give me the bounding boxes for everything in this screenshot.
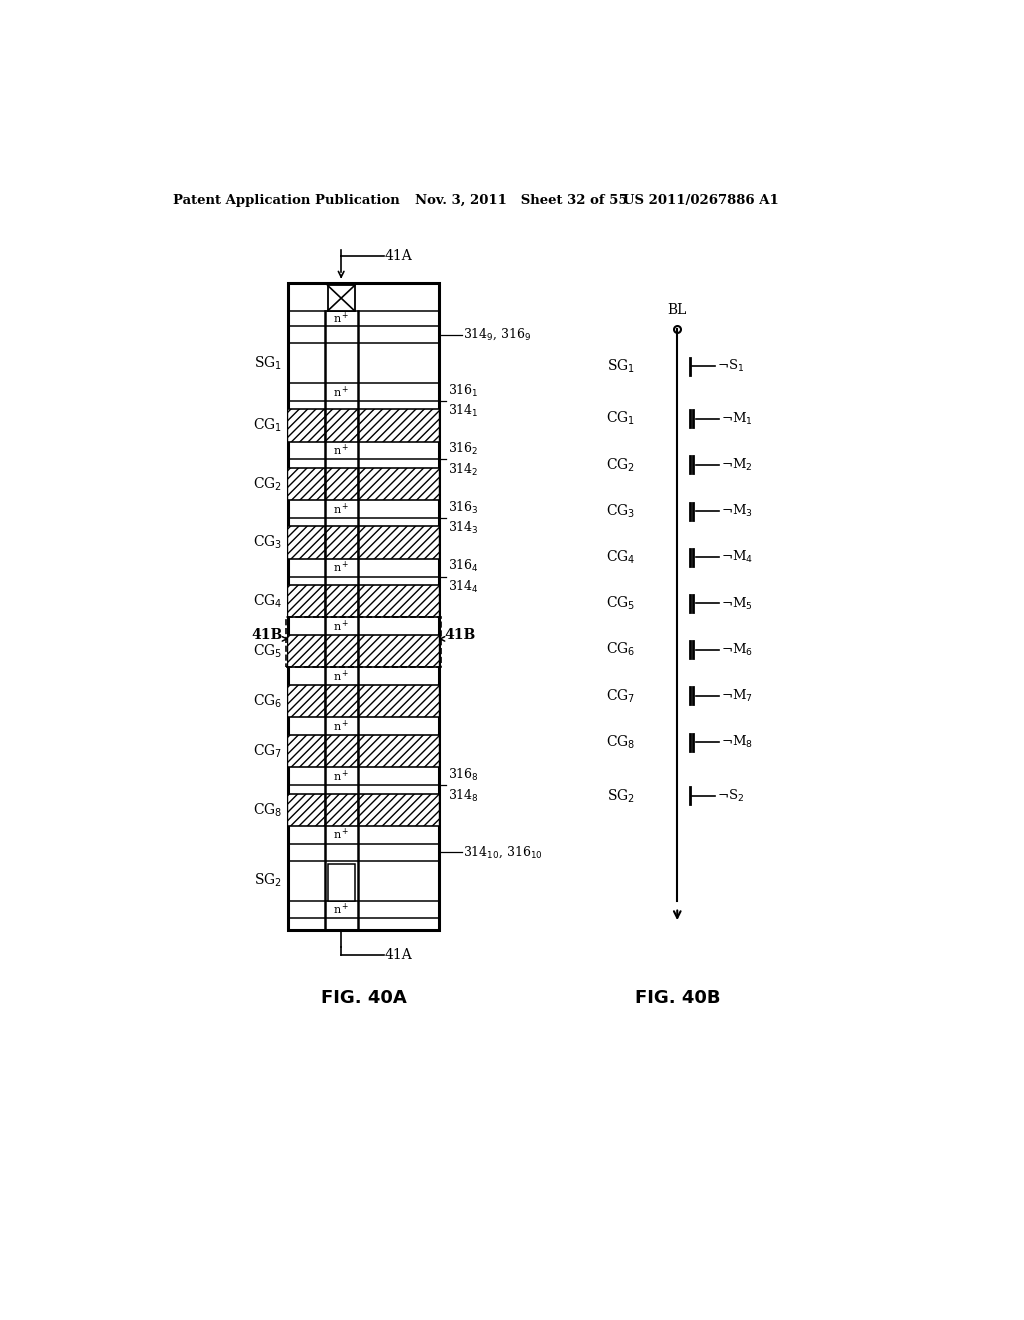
Bar <box>357 793 438 826</box>
Text: SG$_2$: SG$_2$ <box>254 873 283 890</box>
Bar <box>357 635 438 668</box>
Text: 314$_9$, 316$_9$: 314$_9$, 316$_9$ <box>463 327 531 342</box>
Text: CG$_1$: CG$_1$ <box>253 417 283 434</box>
Bar <box>328 865 354 900</box>
Bar <box>357 735 438 767</box>
Text: $\neg$M$_2$: $\neg$M$_2$ <box>721 457 753 473</box>
Bar <box>325 585 357 618</box>
Bar <box>357 585 438 618</box>
Text: n$^+$: n$^+$ <box>333 718 349 734</box>
Bar <box>289 527 325 558</box>
Text: SG$_2$: SG$_2$ <box>607 787 635 805</box>
Text: $\neg$M$_1$: $\neg$M$_1$ <box>721 411 753 426</box>
Text: $\neg$M$_3$: $\neg$M$_3$ <box>721 503 753 519</box>
Text: n$^+$: n$^+$ <box>333 902 349 917</box>
Bar <box>325 469 357 500</box>
Bar <box>289 793 325 826</box>
Text: CG$_2$: CG$_2$ <box>606 457 635 474</box>
Text: CG$_6$: CG$_6$ <box>253 693 283 710</box>
Text: Patent Application Publication: Patent Application Publication <box>173 194 399 207</box>
Text: 316$_4$: 316$_4$ <box>447 558 479 574</box>
Text: 314$_3$: 314$_3$ <box>447 520 478 536</box>
Bar <box>328 285 354 312</box>
Bar <box>357 469 438 500</box>
Text: CG$_7$: CG$_7$ <box>605 688 635 705</box>
Text: CG$_8$: CG$_8$ <box>605 734 635 751</box>
Text: CG$_6$: CG$_6$ <box>605 642 635 659</box>
Text: 314$_1$: 314$_1$ <box>447 404 478 420</box>
Text: US 2011/0267886 A1: US 2011/0267886 A1 <box>624 194 779 207</box>
Text: CG$_7$: CG$_7$ <box>253 743 283 760</box>
Bar <box>325 409 357 442</box>
Bar <box>325 635 357 668</box>
Text: 314$_8$: 314$_8$ <box>447 788 479 804</box>
Text: 316$_2$: 316$_2$ <box>447 441 478 457</box>
Text: $\neg$M$_6$: $\neg$M$_6$ <box>721 642 754 657</box>
Text: 314$_4$: 314$_4$ <box>447 579 479 595</box>
Text: 41A: 41A <box>385 948 413 961</box>
Text: Nov. 3, 2011   Sheet 32 of 55: Nov. 3, 2011 Sheet 32 of 55 <box>416 194 628 207</box>
Text: n$^+$: n$^+$ <box>333 668 349 684</box>
Bar <box>289 635 325 668</box>
Text: SG$_1$: SG$_1$ <box>254 355 283 372</box>
Bar <box>357 409 438 442</box>
Text: n$^+$: n$^+$ <box>333 444 349 458</box>
Bar <box>289 409 325 442</box>
Text: 314$_{10}$, 316$_{10}$: 314$_{10}$, 316$_{10}$ <box>463 845 543 859</box>
Bar <box>289 685 325 718</box>
Text: n$^+$: n$^+$ <box>333 828 349 842</box>
Bar <box>357 685 438 718</box>
Text: 41B: 41B <box>444 628 476 642</box>
Text: CG$_3$: CG$_3$ <box>605 503 635 520</box>
Text: n$^+$: n$^+$ <box>333 560 349 576</box>
Text: 316$_8$: 316$_8$ <box>447 767 479 783</box>
Text: 316$_1$: 316$_1$ <box>447 383 478 399</box>
Text: $\neg$S$_1$: $\neg$S$_1$ <box>717 358 744 375</box>
Text: 41B: 41B <box>251 628 283 642</box>
Bar <box>325 527 357 558</box>
Bar <box>289 585 325 618</box>
Text: n$^+$: n$^+$ <box>333 384 349 400</box>
Text: FIG. 40A: FIG. 40A <box>321 989 407 1007</box>
Text: CG$_5$: CG$_5$ <box>605 595 635 612</box>
Bar <box>289 735 325 767</box>
Bar <box>325 793 357 826</box>
Bar <box>289 469 325 500</box>
Text: n$^+$: n$^+$ <box>333 502 349 517</box>
Text: CG$_4$: CG$_4$ <box>605 549 635 566</box>
Text: CG$_2$: CG$_2$ <box>253 475 283 492</box>
Text: $\neg$S$_2$: $\neg$S$_2$ <box>717 788 744 804</box>
Text: CG$_3$: CG$_3$ <box>253 533 283 552</box>
Text: n$^+$: n$^+$ <box>333 312 349 326</box>
Text: n$^+$: n$^+$ <box>333 768 349 784</box>
Text: SG$_1$: SG$_1$ <box>607 358 635 375</box>
Text: CG$_1$: CG$_1$ <box>606 411 635 428</box>
Text: BL: BL <box>668 304 687 317</box>
Text: CG$_4$: CG$_4$ <box>253 593 283 610</box>
Bar <box>325 735 357 767</box>
Bar <box>286 618 441 668</box>
Text: $\neg$M$_4$: $\neg$M$_4$ <box>721 549 754 565</box>
Text: n$^+$: n$^+$ <box>333 619 349 634</box>
Text: CG$_5$: CG$_5$ <box>253 643 283 660</box>
Text: CG$_8$: CG$_8$ <box>253 801 283 818</box>
Text: 314$_2$: 314$_2$ <box>447 462 478 478</box>
Text: 316$_3$: 316$_3$ <box>447 499 478 516</box>
Text: $\neg$M$_5$: $\neg$M$_5$ <box>721 595 753 611</box>
Bar <box>289 284 438 929</box>
Bar <box>357 527 438 558</box>
Text: 41A: 41A <box>385 249 413 263</box>
Text: FIG. 40B: FIG. 40B <box>635 989 720 1007</box>
Text: $\neg$M$_7$: $\neg$M$_7$ <box>721 688 753 704</box>
Bar <box>325 685 357 718</box>
Text: $\neg$M$_8$: $\neg$M$_8$ <box>721 734 754 750</box>
